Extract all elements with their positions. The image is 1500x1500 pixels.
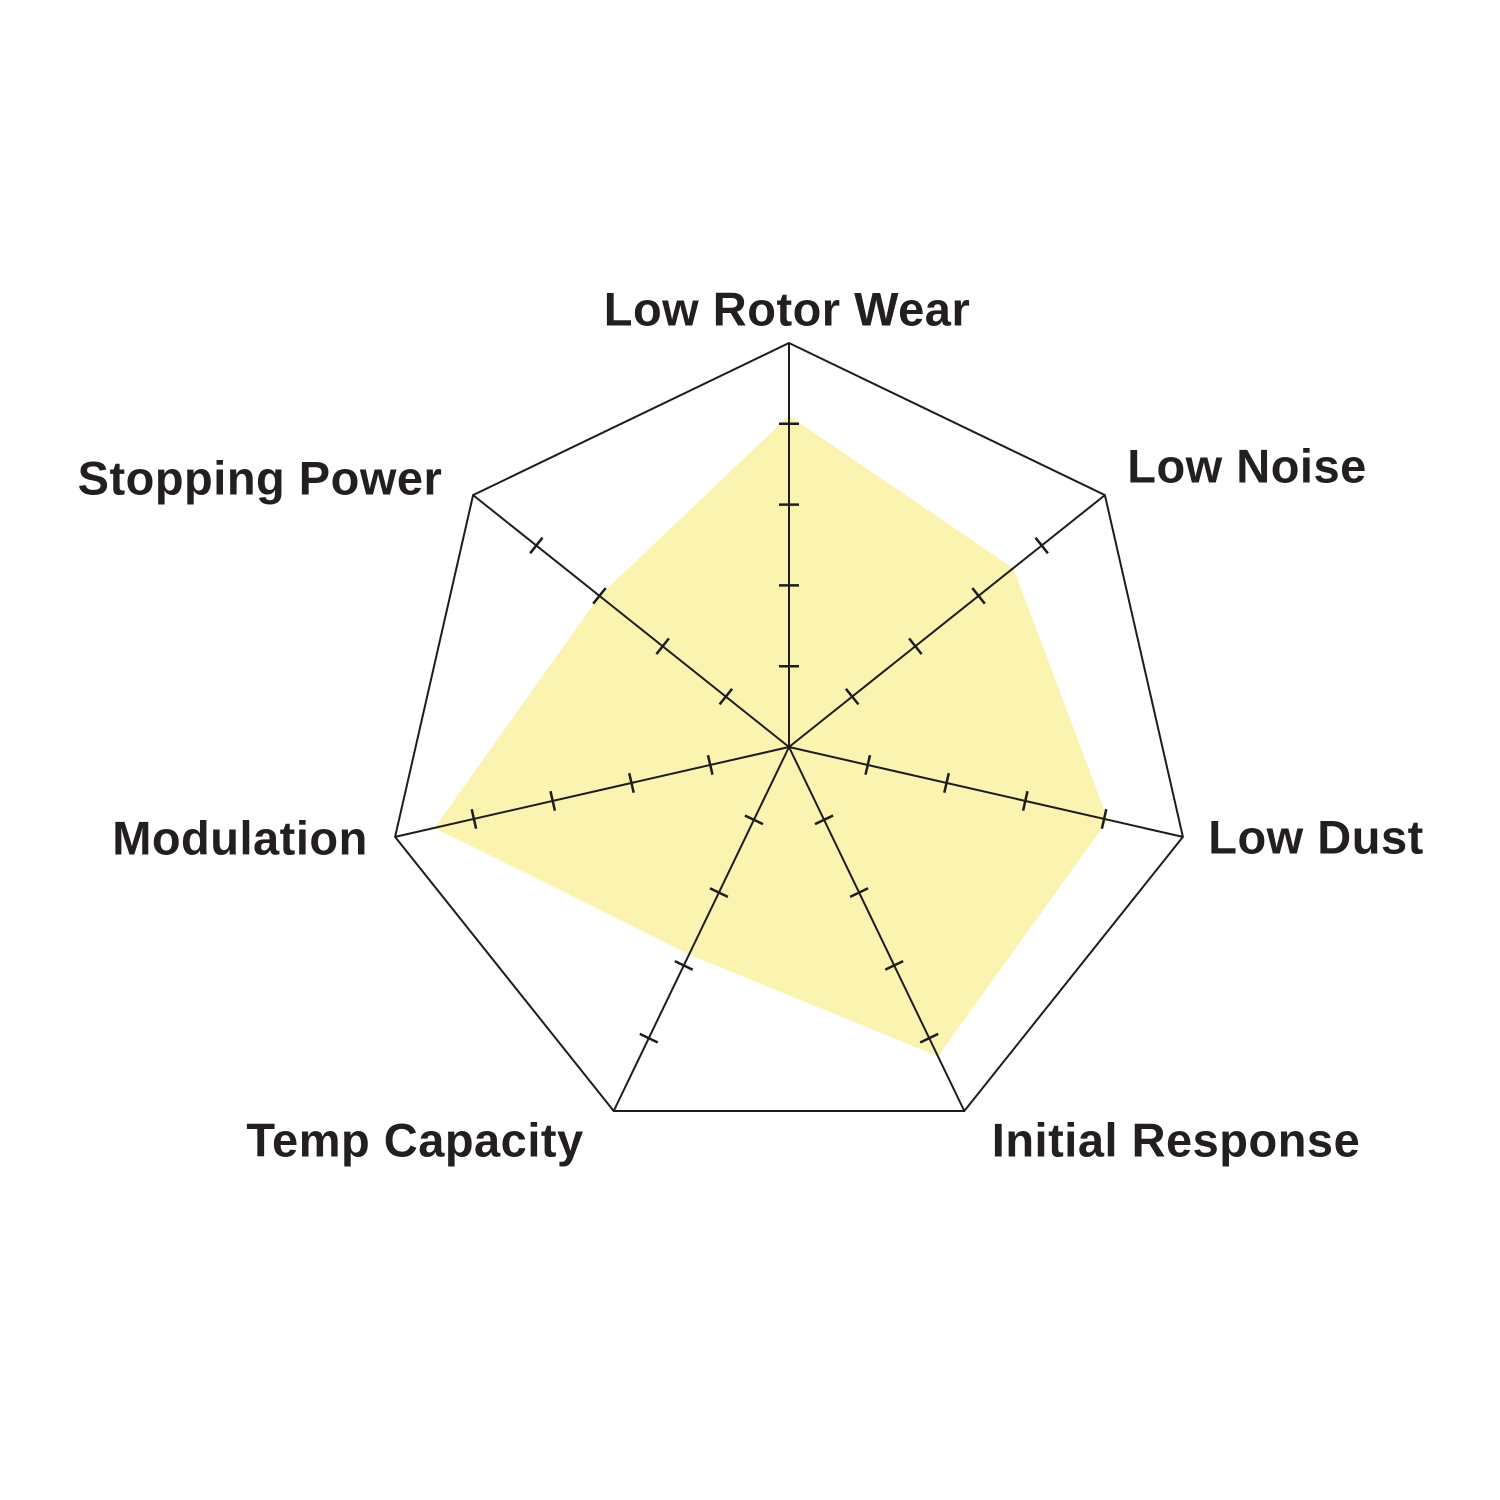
axis-label-stopping-power: Stopping Power: [77, 451, 443, 505]
radar-tick: [1021, 790, 1029, 811]
radar-tick: [592, 587, 607, 605]
axis-label-temp-capacity: Temp Capacity: [246, 1113, 584, 1167]
radar-tick: [849, 887, 869, 899]
axis-label-low-dust: Low Dust: [1208, 810, 1424, 864]
radar-tick: [655, 637, 670, 655]
radar-data-polygon-layer: [434, 415, 1108, 1057]
radar-tick: [884, 959, 904, 971]
radar-tick: [814, 814, 834, 826]
radar-axis: [612, 746, 790, 1112]
radar-tick: [718, 688, 734, 706]
radar-axis: [788, 746, 1184, 838]
radar-tick: [706, 754, 714, 775]
axis-label-low-noise: Low Noise: [1127, 439, 1367, 493]
radar-tick: [919, 1032, 939, 1044]
radar-axis: [472, 494, 790, 748]
radar-tick: [529, 536, 544, 555]
radar-outer-ring: [394, 341, 1184, 1112]
radar-tick: [674, 959, 694, 971]
radar-axis: [394, 746, 790, 838]
radar-data-polygon: [434, 415, 1108, 1057]
radar-tick: [971, 587, 986, 605]
axis-label-modulation: Modulation: [112, 811, 368, 865]
radar-tick: [470, 808, 478, 829]
radar-tick: [844, 688, 860, 706]
radar-tick: [709, 887, 729, 899]
radar-tick: [908, 637, 923, 655]
radar-axis: [788, 494, 1106, 748]
radar-tick: [1034, 536, 1049, 555]
radar-axis: [788, 746, 966, 1112]
radar-tick: [639, 1032, 659, 1044]
radar-tick: [1100, 808, 1108, 829]
radar-tick: [549, 790, 557, 811]
radar-tick: [864, 754, 872, 775]
radar-tick: [744, 814, 764, 826]
axis-label-low-rotor-wear: Low Rotor Wear: [603, 282, 971, 336]
axis-label-initial-response: Initial Response: [991, 1113, 1361, 1167]
radar-tick: [627, 772, 635, 793]
radar-grid-layer: [394, 341, 1184, 1112]
radar-tick: [943, 772, 951, 793]
